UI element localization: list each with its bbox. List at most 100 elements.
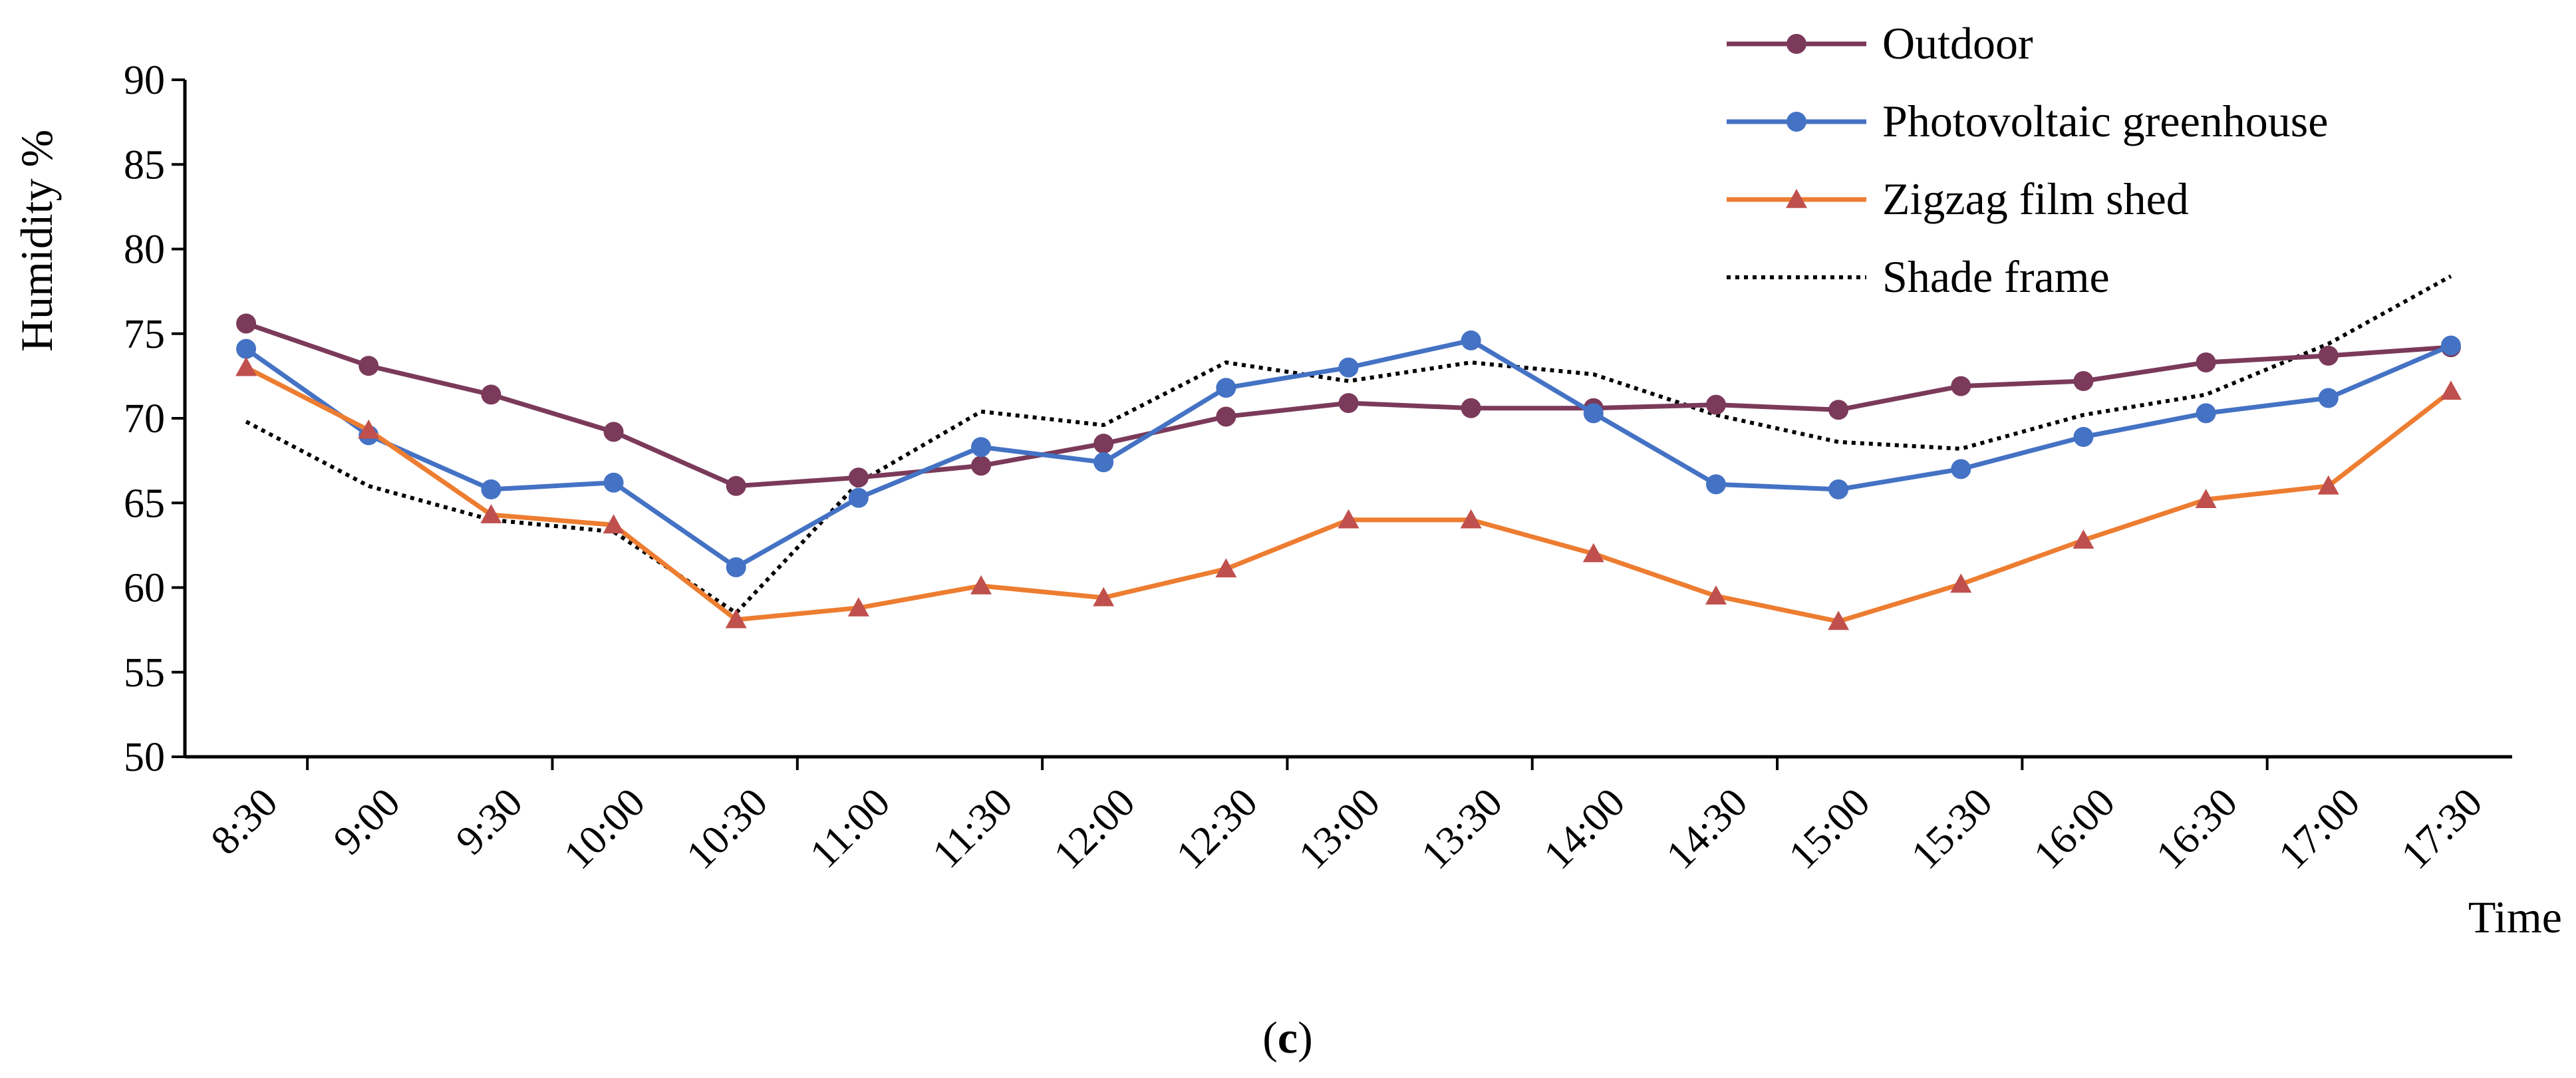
y-tick-label: 60 — [124, 566, 165, 611]
series-photovoltaic-greenhouse — [236, 330, 2461, 577]
x-tick-label: 16:30 — [2148, 779, 2246, 878]
y-tick-label: 50 — [124, 735, 165, 780]
x-tick-label: 9:00 — [325, 779, 409, 863]
data-point — [236, 338, 257, 359]
data-point — [2195, 489, 2217, 508]
data-point — [1216, 406, 1236, 427]
x-tick-label: 13:30 — [1413, 779, 1511, 878]
y-tick-label: 85 — [124, 142, 165, 188]
x-tick-label: 17:30 — [2392, 779, 2491, 878]
legend-label: Shade frame — [1882, 251, 2110, 302]
data-point — [236, 313, 257, 334]
data-point — [2317, 475, 2339, 495]
x-tick-label: 8:30 — [202, 779, 286, 863]
data-point — [603, 514, 625, 534]
data-point — [2440, 380, 2462, 400]
x-tick-label: 17:00 — [2270, 779, 2368, 878]
data-point — [1828, 610, 1850, 630]
data-point — [1215, 558, 1237, 578]
x-tick-label: 12:00 — [1046, 779, 1144, 878]
y-axis-title: Humidity % — [11, 130, 62, 352]
data-point — [2318, 388, 2339, 408]
data-point — [1338, 509, 1360, 529]
data-point — [235, 356, 257, 376]
data-point — [1950, 573, 1972, 593]
legend-label: Photovoltaic greenhouse — [1882, 96, 2328, 146]
data-point — [1705, 585, 1727, 605]
series-layer — [235, 274, 2462, 630]
data-point — [1093, 434, 1114, 454]
x-tick-label: 10:00 — [555, 779, 654, 878]
data-point — [1583, 403, 1604, 424]
data-point — [1338, 357, 1359, 378]
data-point — [2073, 371, 2094, 392]
data-point — [971, 437, 992, 458]
data-point — [481, 384, 501, 405]
x-axis: 8:30 9:00 9:30 10:00 10:30 11:00 11:30 12:00 12:… — [185, 755, 2512, 878]
data-point — [1093, 452, 1114, 473]
data-point — [2318, 345, 2339, 366]
y-tick-label: 80 — [124, 227, 165, 273]
y-tick-label: 90 — [124, 58, 165, 103]
x-tick-label: 13:00 — [1290, 779, 1389, 878]
data-point — [1461, 330, 1481, 350]
data-point — [1460, 509, 1482, 529]
legend-label: Outdoor — [1882, 18, 2033, 68]
x-tick-label: 15:00 — [1781, 779, 1879, 878]
legend-marker — [1787, 34, 1806, 54]
data-point — [358, 356, 379, 376]
data-point — [2440, 335, 2461, 356]
x-tick-label: 14:00 — [1535, 779, 1634, 878]
data-point — [1461, 398, 1481, 418]
y-axis: 50 55 60 65 70 75 80 85 90 — [124, 58, 187, 780]
x-tick-label: 16:00 — [2025, 779, 2124, 878]
data-point — [603, 472, 624, 493]
series-outdoor — [236, 313, 2461, 496]
data-point — [847, 597, 869, 616]
data-point — [1705, 474, 1726, 495]
data-point — [1216, 378, 1236, 398]
data-point — [358, 419, 380, 439]
legend-item: Outdoor — [1727, 18, 2033, 68]
legend: Outdoor Photovoltaic greenhouse Zigzag fil… — [1727, 18, 2328, 302]
legend-item: Photovoltaic greenhouse — [1727, 96, 2328, 146]
data-point — [1338, 393, 1359, 414]
x-axis-title: Time — [2468, 892, 2562, 942]
series-shade-frame — [245, 274, 2452, 615]
data-point — [1951, 459, 1971, 479]
data-point — [480, 504, 502, 523]
data-point — [2073, 529, 2094, 549]
legend-marker — [1787, 112, 1806, 132]
data-point — [2073, 426, 2094, 447]
x-tick-label: 14:30 — [1657, 779, 1756, 878]
x-tick-label: 10:30 — [678, 779, 776, 878]
legend-item: Shade frame — [1727, 251, 2110, 302]
data-point — [1951, 376, 1971, 396]
data-point — [848, 468, 869, 488]
x-tick-label: 12:30 — [1168, 779, 1266, 878]
data-point — [725, 608, 747, 628]
data-point — [970, 575, 992, 595]
series-zigzag-film-shed — [235, 356, 2462, 630]
x-tick-label: 9:30 — [448, 779, 531, 863]
caption-open: ( — [1262, 1012, 1278, 1063]
figure-caption: (c) — [1262, 1012, 1313, 1063]
data-point — [726, 475, 746, 496]
data-point — [2196, 352, 2216, 373]
series-line — [245, 274, 2452, 615]
x-tick-label: 15:30 — [1903, 779, 2001, 878]
y-tick-label: 55 — [124, 650, 165, 696]
data-point — [1093, 587, 1115, 606]
data-point — [971, 456, 992, 476]
caption-close: ) — [1298, 1012, 1313, 1063]
data-point — [848, 487, 869, 508]
legend-item: Zigzag film shed — [1727, 174, 2189, 224]
y-tick-label: 65 — [124, 481, 165, 526]
data-point — [726, 557, 746, 577]
data-point — [1582, 543, 1604, 563]
y-tick-label: 70 — [124, 396, 165, 442]
data-point — [1705, 394, 1726, 415]
data-point — [1828, 400, 1849, 420]
data-point — [2196, 403, 2216, 424]
